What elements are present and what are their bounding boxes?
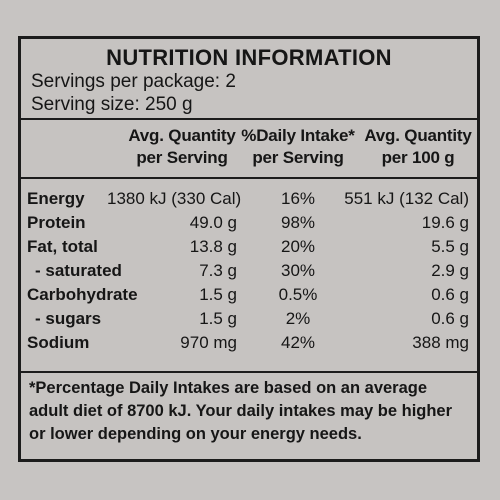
per-serving-value: 1.5 g — [199, 285, 237, 304]
table-row: - sugars 1.5 g 2% 0.6 g — [21, 307, 477, 331]
header-line: %Daily Intake* — [241, 126, 355, 145]
nutrient-label: Fat, total — [27, 237, 98, 256]
header-line: per Serving — [252, 148, 344, 167]
serving-size: Serving size: 250 g — [31, 94, 193, 115]
table-row: Fat, total 13.8 g 20% 5.5 g — [21, 235, 477, 259]
nutrient-label: Sodium — [27, 333, 90, 352]
nutrient-label: - sugars — [35, 309, 102, 328]
nutrient-label: Carbohydrate — [27, 285, 138, 304]
per-100g-value: 0.6 g — [431, 309, 469, 328]
table-row: Sodium 970 mg 42% 388 mg — [21, 331, 477, 355]
header-daily-intake: %Daily Intake* per Serving — [239, 125, 357, 169]
table-row: Carbohydrate 1.5 g 0.5% 0.6 g — [21, 283, 477, 307]
per-100g-value: 0.6 g — [431, 285, 469, 304]
footnote: *Percentage Daily Intakes are based on a… — [29, 379, 453, 443]
header-avg-per-serving: Avg. Quantity per Serving — [127, 125, 237, 169]
header-line: per 100 g — [381, 148, 455, 167]
header-line: Avg. Quantity — [128, 126, 236, 145]
per-serving-value: 1.5 g — [199, 309, 237, 328]
nutrient-label: Energy — [27, 189, 85, 208]
table-row: Protein 49.0 g 98% 19.6 g — [21, 211, 477, 235]
daily-intake-value: 2% — [285, 309, 311, 328]
nutrient-label: Protein — [27, 213, 86, 232]
per-serving-value: 7.3 g — [199, 261, 237, 280]
divider-header — [21, 177, 477, 179]
table-row: Energy 1380 kJ (330 Cal) 16% 551 kJ (132… — [21, 187, 477, 211]
daily-intake-value: 42% — [280, 333, 316, 352]
divider-top — [21, 118, 477, 120]
nutrition-panel: NUTRITION INFORMATION Servings per packa… — [18, 36, 480, 462]
daily-intake-value: 20% — [280, 237, 316, 256]
per-serving-value: 49.0 g — [189, 213, 237, 232]
divider-footnote — [21, 371, 477, 373]
per-100g-value: 5.5 g — [431, 237, 469, 256]
per-100g-value: 551 kJ (132 Cal) — [344, 189, 469, 208]
daily-intake-value: 16% — [280, 189, 316, 208]
nutrient-label: - saturated — [35, 261, 122, 280]
servings-per-package: Servings per package: 2 — [31, 71, 236, 92]
daily-intake-value: 30% — [280, 261, 316, 280]
per-serving-value: 1380 kJ (330 Cal) — [107, 189, 242, 208]
header-line: Avg. Quantity — [364, 126, 472, 145]
panel-title: NUTRITION INFORMATION — [106, 45, 392, 70]
header-avg-per-100g: Avg. Quantity per 100 g — [357, 125, 479, 169]
per-100g-value: 2.9 g — [431, 261, 469, 280]
per-serving-value: 970 mg — [180, 333, 237, 352]
daily-intake-value: 98% — [280, 213, 316, 232]
header-line: per Serving — [136, 148, 228, 167]
per-100g-value: 19.6 g — [421, 213, 469, 232]
per-100g-value: 388 mg — [412, 333, 469, 352]
table-row: - saturated 7.3 g 30% 2.9 g — [21, 259, 477, 283]
per-serving-value: 13.8 g — [189, 237, 237, 256]
nutrient-table: Energy 1380 kJ (330 Cal) 16% 551 kJ (132… — [21, 187, 477, 355]
daily-intake-value: 0.5% — [278, 285, 318, 304]
